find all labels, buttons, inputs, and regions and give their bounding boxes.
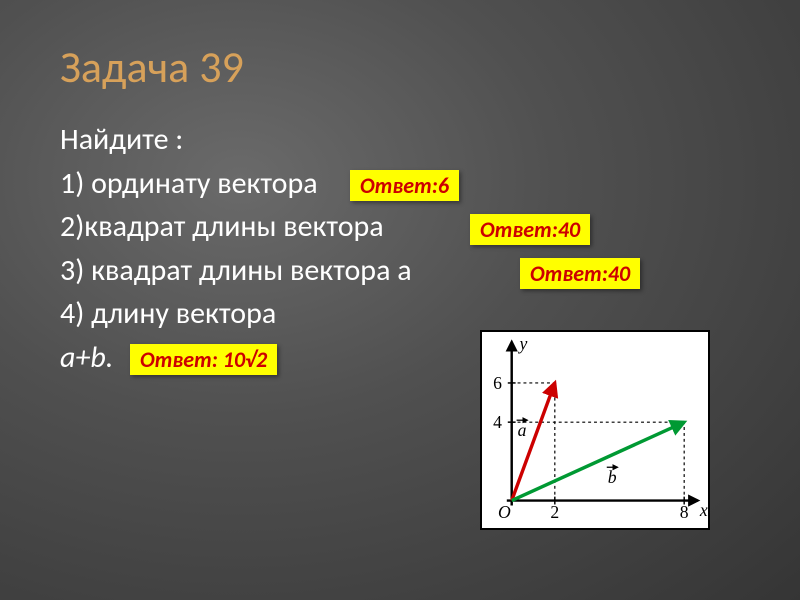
svg-text:2: 2 (550, 502, 559, 522)
answer-badge-3: Ответ:40 (520, 258, 640, 289)
svg-text:8: 8 (680, 502, 689, 522)
svg-text:x: x (699, 500, 708, 520)
line-4-text: 4) длину вектора (60, 295, 276, 332)
vector-graph: 2 8 4 6 x y Oa b (480, 330, 710, 530)
answer-badge-4: Ответ: 10√2 (130, 344, 277, 375)
svg-text:6: 6 (493, 373, 502, 393)
slide: Задача 39 Найдите : 1) ординату вектора … (0, 0, 800, 600)
graph-svg: 2 8 4 6 x y Oa b (482, 332, 708, 528)
line-2-text: 2)квадрат длины вектора (60, 208, 384, 245)
svg-text:4: 4 (493, 412, 502, 432)
svg-text:O: O (498, 502, 511, 522)
answer-badge-1: Ответ:6 (350, 170, 459, 201)
svg-text:b: b (608, 467, 617, 487)
line-4: 4) длину вектора (60, 292, 740, 336)
line-3-text: 3) квадрат длины вектора a (60, 252, 412, 289)
svg-text:a: a (518, 420, 527, 440)
line-2: 2)квадрат длины вектора (60, 205, 740, 249)
line-5-var: a+b. (60, 339, 113, 376)
line-find: Найдите : (60, 118, 740, 162)
answer-badge-2: Ответ:40 (470, 214, 590, 245)
slide-title: Задача 39 (60, 40, 740, 94)
svg-text:y: y (518, 334, 528, 354)
line-1-text: 1) ординату вектора (60, 165, 318, 202)
